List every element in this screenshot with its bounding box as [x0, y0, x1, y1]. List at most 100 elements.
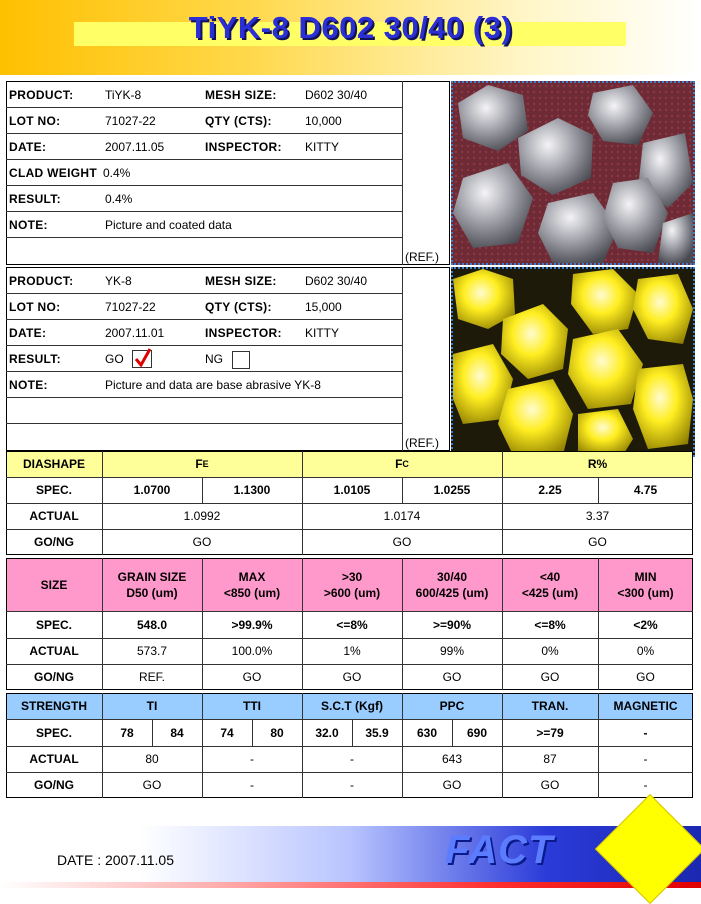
- actual-value: 643: [441, 752, 463, 766]
- coated-diamond-photo: [451, 81, 695, 265]
- title-highlight: [74, 22, 626, 46]
- gong-value: GO: [142, 778, 162, 792]
- actual-value: 1.0174: [383, 509, 421, 523]
- actual-value: 87: [543, 752, 557, 766]
- under-40-header: <40 <425 (um): [521, 569, 579, 600]
- inspector-label: INSPECTOR:: [205, 326, 282, 340]
- gong-value: GO: [636, 670, 655, 684]
- inspector-value: KITTY: [305, 326, 340, 340]
- gong-value: GO: [442, 778, 462, 792]
- gong-value: GO: [242, 670, 262, 684]
- inspector-label: INSPECTOR:: [205, 140, 282, 154]
- date-label: DATE:: [9, 326, 47, 340]
- mesh-size-label: MESH SIZE:: [205, 274, 277, 288]
- grain-size-header: GRAIN SIZE D50 (um): [117, 569, 187, 600]
- size-header: SIZE: [40, 577, 68, 592]
- ti-header: TI: [146, 699, 158, 713]
- ref-label: (REF.): [405, 436, 439, 450]
- product-value: TiYK-8: [105, 88, 142, 102]
- gong-value: GO: [342, 670, 362, 684]
- result-label: RESULT:: [9, 192, 61, 206]
- gong-value: GO: [442, 670, 462, 684]
- base-diamond-photo: [451, 267, 695, 457]
- date-value: 2007.11.05: [105, 140, 165, 154]
- spec-value: 630: [416, 725, 438, 740]
- gong-value: GO: [192, 535, 212, 549]
- r-percent-header: R%: [587, 457, 608, 471]
- lot-no-label: LOT NO:: [9, 114, 61, 128]
- spec-value: 1.0255: [433, 483, 471, 497]
- tran-header: TRAN.: [531, 699, 569, 713]
- actual-value: 99%: [439, 644, 465, 658]
- result-label: RESULT:: [9, 352, 61, 366]
- product-label: PRODUCT:: [9, 88, 74, 102]
- ng-checkbox[interactable]: [232, 351, 250, 369]
- spec-value: >=90%: [432, 617, 472, 632]
- clad-weight-value: 0.4%: [103, 166, 131, 180]
- spec-value: 1.1300: [233, 483, 271, 497]
- actual-value: 0%: [636, 644, 655, 658]
- note-label: NOTE:: [9, 378, 48, 392]
- spec-value: 1.0105: [333, 483, 371, 497]
- actual-label: ACTUAL: [29, 752, 79, 766]
- ppc-header: PPC: [439, 699, 465, 713]
- lot-no-value: 71027-22: [105, 114, 156, 128]
- spec-value: 78: [120, 725, 134, 740]
- actual-value: 573.7: [136, 644, 168, 658]
- note-value: Picture and data are base abrasive YK-8: [105, 378, 321, 392]
- base-info-border: [6, 267, 450, 451]
- min-header: MIN <300 (um): [617, 569, 674, 600]
- ng-label: NG: [205, 352, 223, 366]
- inspector-value: KITTY: [305, 140, 340, 154]
- page-title: TiYK-8 D602 30/40 (3): [188, 10, 513, 45]
- company-logo: FACT: [445, 828, 554, 872]
- lot-no-value: 71027-22: [105, 300, 156, 314]
- ref-label: (REF.): [405, 250, 439, 264]
- product-label: PRODUCT:: [9, 274, 74, 288]
- checkmark-icon: [134, 348, 152, 368]
- actual-value: 1.0992: [183, 509, 221, 523]
- tti-header: TTI: [243, 699, 261, 713]
- note-value: Picture and coated data: [105, 218, 232, 232]
- spec-value: <=8%: [534, 617, 566, 632]
- footer-banner: [0, 826, 701, 888]
- gong-value: -: [643, 778, 648, 792]
- actual-value: -: [350, 752, 354, 766]
- qty-label: QTY (CTS):: [205, 300, 272, 314]
- spec-value: <2%: [633, 617, 658, 632]
- spec-value: 84: [170, 725, 184, 740]
- spec-value: 4.75: [633, 483, 658, 497]
- spec-value: 32.0: [315, 725, 339, 740]
- note-label: NOTE:: [9, 218, 48, 232]
- date-label: DATE:: [9, 140, 47, 154]
- gong-value: GO: [540, 778, 560, 792]
- spec-value: 80: [270, 725, 284, 740]
- go-checkbox[interactable]: [132, 348, 152, 368]
- strength-header: STRENGTH: [21, 699, 87, 713]
- actual-value: -: [250, 752, 254, 766]
- actual-value: 1%: [343, 644, 361, 658]
- gong-value: GO: [588, 535, 607, 549]
- actual-label: ACTUAL: [29, 509, 79, 523]
- gong-value: GO: [540, 670, 560, 684]
- spec-value: 548.0: [136, 617, 168, 632]
- spec-label: SPEC.: [35, 725, 72, 740]
- gong-value: REF.: [138, 670, 165, 684]
- gong-value: -: [350, 778, 354, 792]
- spec-value: 2.25: [538, 483, 562, 497]
- gong-label: GO/NG: [33, 778, 74, 792]
- sct-header: S.C.T (Kgf): [321, 699, 383, 713]
- gong-value: GO: [392, 535, 412, 549]
- actual-value: 3.37: [585, 509, 610, 523]
- spec-value: 35.9: [365, 725, 389, 740]
- clad-info-border: [6, 81, 450, 265]
- mesh-size-value: D602 30/40: [305, 88, 368, 102]
- spec-value: 690: [466, 725, 488, 740]
- gong-value: -: [250, 778, 254, 792]
- result-value: 0.4%: [105, 192, 133, 206]
- footer-date: DATE : 2007.11.05: [57, 852, 174, 868]
- actual-value: 0%: [541, 644, 559, 658]
- actual-value: 100.0%: [231, 644, 273, 658]
